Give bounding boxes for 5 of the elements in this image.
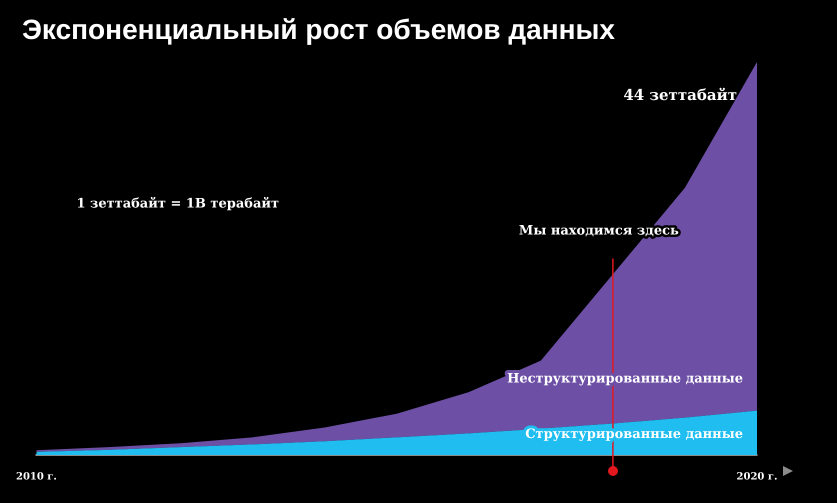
x-tick-label: 2020 г. bbox=[736, 472, 778, 483]
annotation: 1 зеттабайт = 1В терабайт bbox=[76, 196, 280, 212]
annotation: 44 зеттабайт bbox=[623, 86, 737, 104]
x-tick-label: 2010 г. bbox=[16, 472, 57, 483]
chart-title: Экспоненциальный рост объемов данных bbox=[22, 14, 616, 46]
